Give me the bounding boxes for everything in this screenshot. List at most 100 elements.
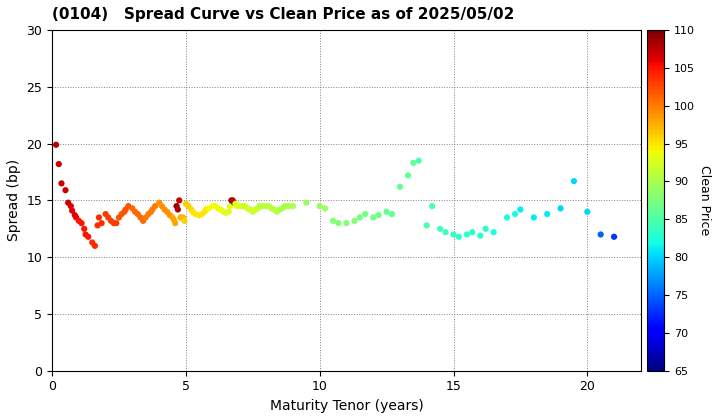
Point [515, 206, 526, 213]
Point [73, 218, 85, 224]
Point [127, 205, 138, 212]
Point [314, 203, 325, 210]
Point [145, 208, 157, 215]
Point [138, 218, 149, 224]
Point [381, 208, 392, 215]
Point [196, 211, 207, 218]
Point [143, 211, 154, 218]
Point [50, 142, 62, 148]
Point [177, 214, 189, 221]
Point [65, 203, 76, 210]
Point [269, 206, 280, 213]
Point [156, 203, 168, 210]
Point [242, 205, 253, 212]
Point [276, 205, 288, 212]
Point [434, 226, 446, 232]
Point [402, 172, 414, 179]
Point [149, 203, 161, 210]
Point [413, 158, 425, 164]
Point [227, 197, 238, 204]
Text: (0104)   Spread Curve vs Clean Price as of 2025/05/02: (0104) Spread Curve vs Clean Price as of… [52, 7, 515, 22]
Point [225, 197, 237, 204]
Point [147, 206, 158, 213]
Point [66, 207, 78, 214]
Point [228, 200, 240, 206]
Point [230, 200, 241, 207]
Point [130, 208, 141, 215]
Point [488, 229, 500, 236]
Point [140, 214, 151, 221]
Point [116, 211, 127, 218]
Point [408, 160, 419, 166]
Point [354, 214, 366, 221]
Point [76, 220, 87, 226]
Point [236, 203, 248, 210]
Point [175, 214, 186, 221]
Point [367, 214, 379, 221]
Point [328, 218, 339, 224]
Point [220, 210, 232, 216]
Point [100, 211, 112, 218]
Point [253, 203, 265, 210]
Point [86, 239, 98, 246]
Point [215, 206, 227, 213]
Point [509, 211, 521, 218]
Point [96, 220, 107, 226]
Point [108, 220, 120, 226]
Point [283, 203, 294, 210]
Point [239, 203, 251, 210]
Point [63, 200, 74, 206]
Point [263, 203, 274, 210]
Point [440, 229, 451, 236]
Point [501, 214, 513, 221]
X-axis label: Maturity Tenor (years): Maturity Tenor (years) [269, 399, 423, 413]
Point [93, 214, 104, 221]
Point [168, 216, 179, 223]
Point [253, 205, 264, 212]
Point [122, 203, 134, 210]
Point [135, 214, 146, 221]
Point [274, 206, 285, 213]
Point [180, 200, 192, 207]
Point [582, 208, 593, 215]
Point [113, 214, 125, 221]
Point [186, 208, 198, 215]
Point [212, 205, 224, 212]
Point [183, 203, 194, 210]
Point [189, 211, 201, 218]
Point [453, 234, 464, 240]
Point [359, 211, 371, 218]
Point [287, 203, 299, 210]
Point [69, 212, 81, 218]
Point [105, 218, 117, 224]
Point [244, 206, 256, 213]
Point [102, 214, 114, 221]
Point [234, 203, 246, 210]
Point [386, 211, 397, 218]
Point [78, 226, 90, 232]
Point [595, 231, 606, 238]
Point [194, 212, 205, 218]
Point [247, 208, 258, 215]
Point [271, 208, 283, 215]
Point [83, 234, 94, 240]
Point [60, 187, 71, 194]
Point [373, 212, 384, 218]
Point [568, 178, 580, 184]
Point [467, 229, 478, 236]
Point [53, 161, 65, 168]
Point [203, 205, 215, 212]
Point [92, 222, 104, 229]
Point [119, 208, 130, 215]
Point [179, 218, 190, 224]
Point [281, 203, 292, 210]
Point [426, 203, 438, 210]
Point [541, 211, 553, 218]
Point [333, 220, 344, 226]
Point [174, 197, 185, 204]
Point [217, 208, 229, 215]
Point [223, 208, 235, 215]
Point [261, 203, 272, 210]
Point [448, 231, 459, 238]
Point [279, 203, 291, 210]
